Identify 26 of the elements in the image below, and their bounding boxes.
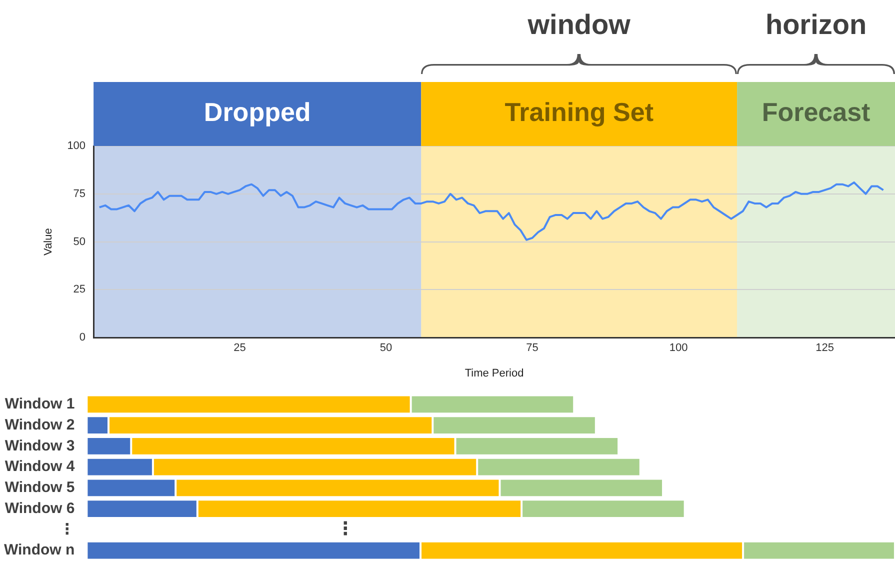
y-tick-label: Window 6 <box>4 500 75 517</box>
band-label: Dropped <box>204 97 311 128</box>
y-tick-label: 0 <box>79 332 86 344</box>
band-label: Forecast <box>762 97 871 128</box>
y-tick-label: 100 <box>67 140 86 152</box>
text: window <box>528 8 630 42</box>
y-axis-title: Value <box>42 228 55 256</box>
x-tick-label: 25 <box>234 342 246 354</box>
y-tick-label: 75 <box>73 188 86 200</box>
y-tick-label: Window 5 <box>4 479 75 496</box>
y-tick-label: Window 4 <box>4 458 76 476</box>
x-tick-label: 100 <box>669 342 688 354</box>
band-label: Training Set <box>504 97 654 128</box>
x-axis-title: Time Period <box>464 367 524 380</box>
y-tick-label: Window 1 <box>4 396 75 413</box>
text: horizon <box>765 8 867 42</box>
y-tick-label: ⋮ <box>60 520 75 538</box>
y-tick-label: 25 <box>73 284 86 296</box>
x-tick-label: 125 <box>816 342 834 354</box>
y-tick-label: 50 <box>73 236 86 248</box>
y-tick-label: Window 3 <box>4 437 75 454</box>
x-tick-label: 75 <box>526 342 538 354</box>
y-tick-label: Window n <box>4 542 75 559</box>
y-tick-label: Window 2 <box>4 416 75 434</box>
annotation: ⋮ <box>336 518 354 539</box>
x-tick-label: 50 <box>380 342 392 354</box>
